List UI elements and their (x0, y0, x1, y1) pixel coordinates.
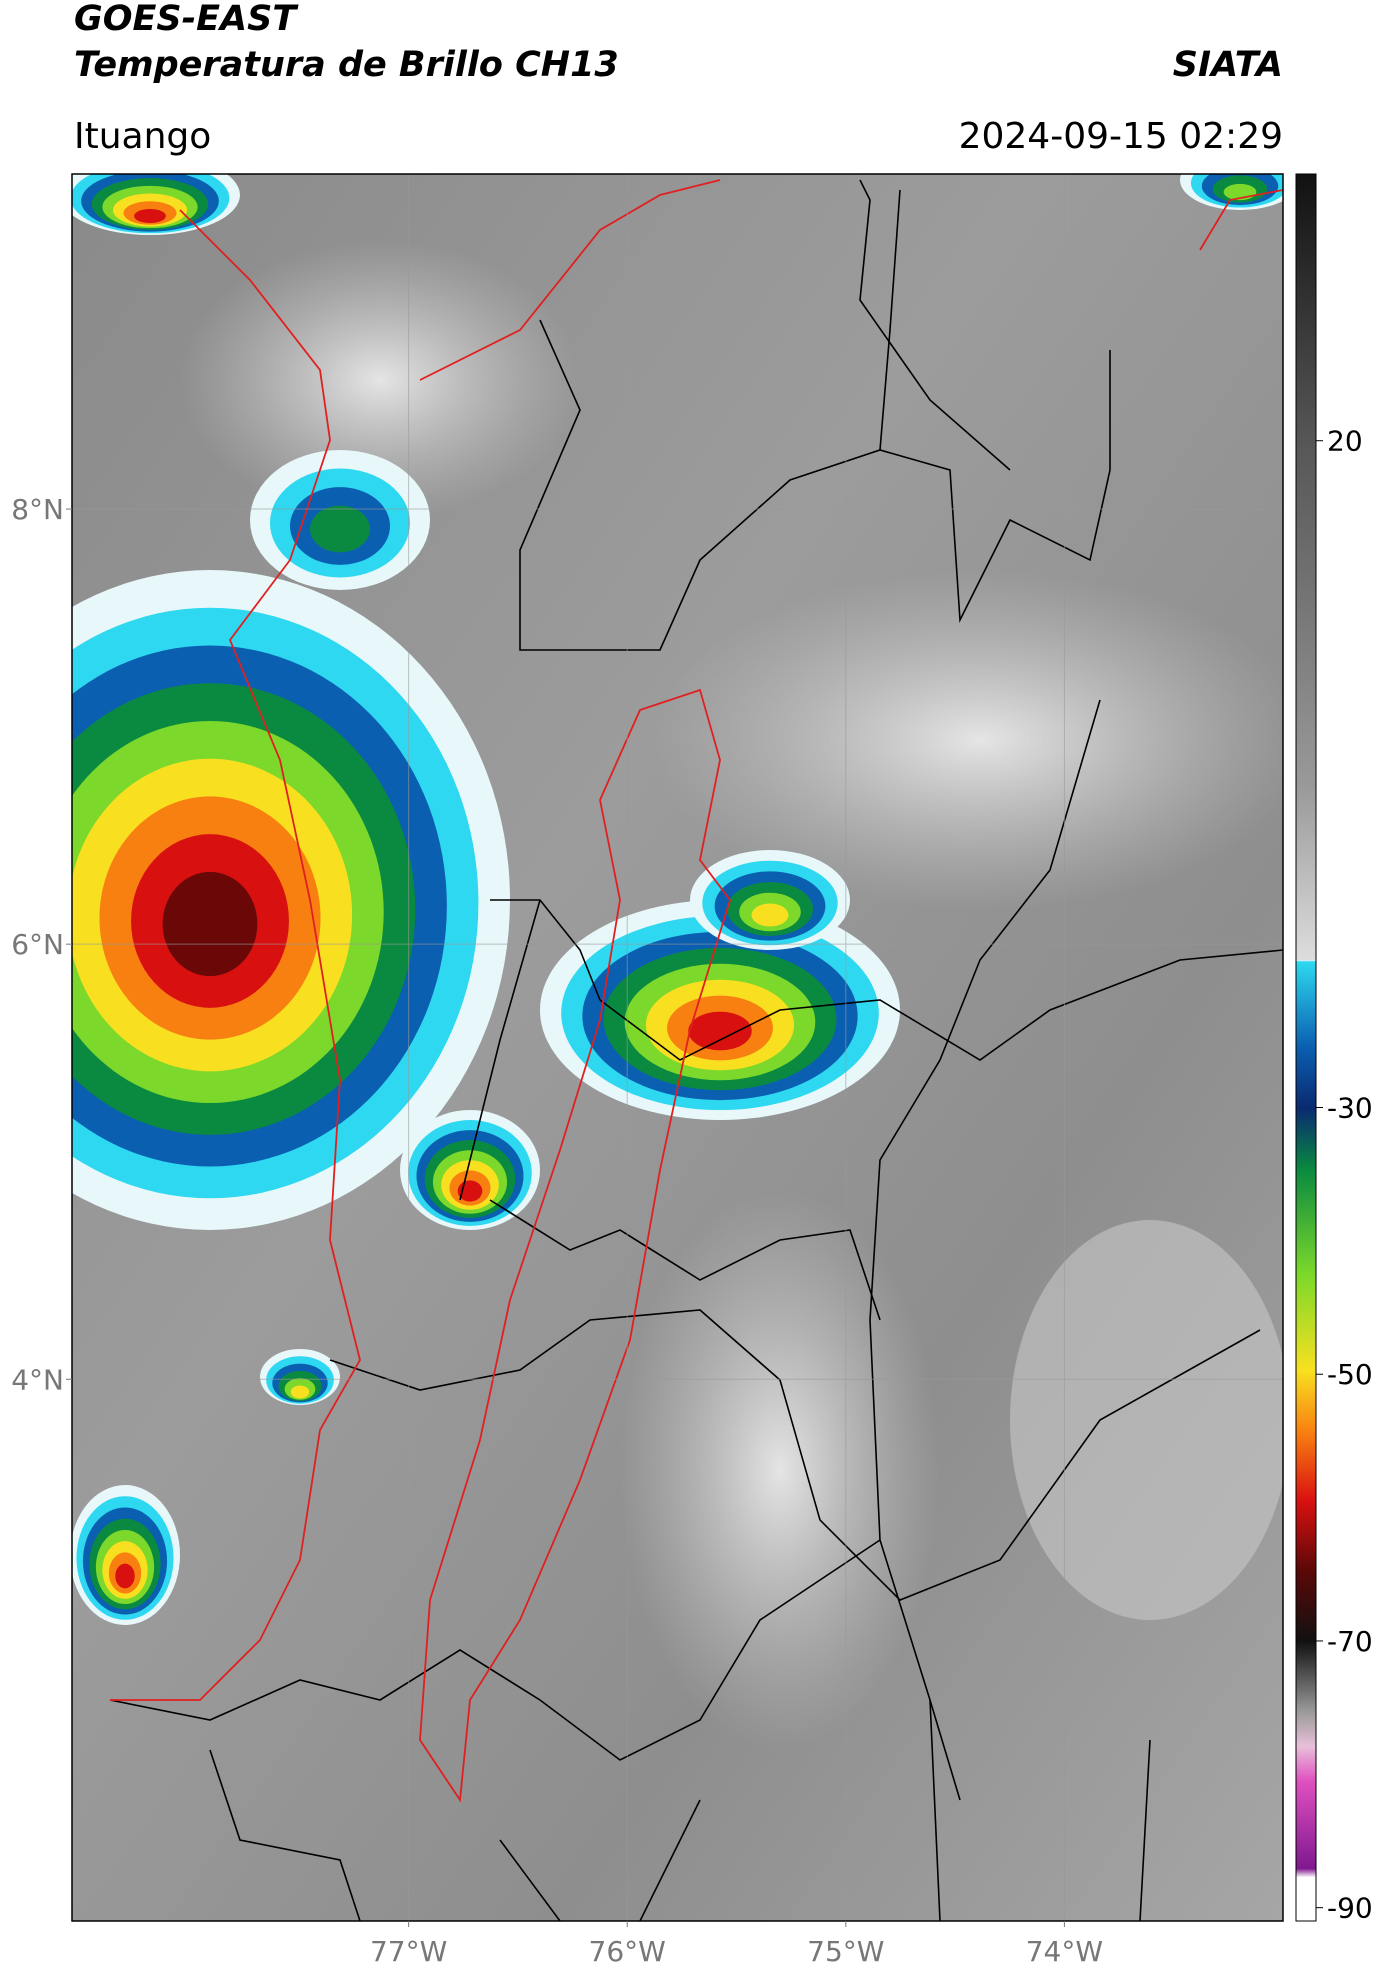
colorbar-label: 20 (1327, 425, 1363, 458)
cloud-layer (751, 903, 789, 927)
colorbar-label: -50 (1327, 1358, 1373, 1391)
source: SIATA (1173, 45, 1283, 85)
colorbar-label: -70 (1327, 1625, 1373, 1658)
colorbar-label: -90 (1327, 1892, 1373, 1925)
cloud-layer (688, 1011, 752, 1051)
x-tick-label: 74°W (1026, 1935, 1103, 1968)
y-tick-label: 4°N (11, 1363, 64, 1396)
subtitle: Temperatura de Brillo CH13 (74, 45, 619, 85)
cloud-layer (310, 505, 370, 553)
cloud-layer (134, 208, 166, 224)
location: Ituango (74, 116, 211, 157)
x-tick-label: 76°W (589, 1935, 666, 1968)
map-frame (71, 173, 1284, 1922)
x-tick-label: 75°W (807, 1935, 884, 1968)
cloud-layer (290, 1385, 310, 1399)
y-tick-label: 8°N (11, 493, 64, 526)
colorbar-label: -30 (1327, 1092, 1373, 1125)
satellite-image (72, 174, 1283, 1921)
title: GOES-EAST (74, 0, 299, 39)
cloud-layer (115, 1563, 135, 1589)
cloud-layer (457, 1180, 483, 1202)
cloud-layer (162, 871, 258, 977)
y-tick-label: 6°N (11, 928, 64, 961)
datetime: 2024-09-15 02:29 (959, 116, 1283, 157)
colorbar (1295, 173, 1317, 1922)
x-tick-label: 77°W (370, 1935, 447, 1968)
